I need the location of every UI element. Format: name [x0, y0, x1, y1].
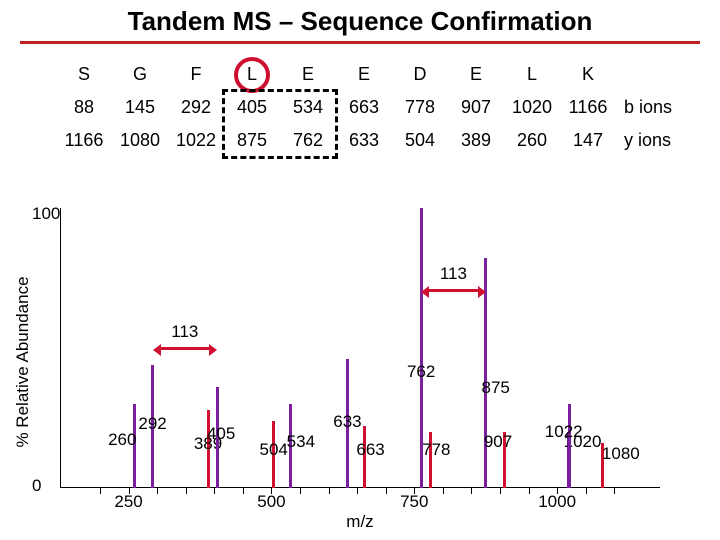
y-ion-cell: 504	[392, 124, 448, 157]
peak	[568, 404, 571, 488]
seq-cell: L	[504, 58, 560, 91]
peak-label: 762	[407, 362, 435, 382]
ion-table: SGFLEEDELK881452924055346637789071020116…	[56, 58, 720, 157]
y-ion-cell: 1166	[56, 124, 112, 157]
seq-cell: E	[280, 58, 336, 91]
x-tick-label: 500	[257, 492, 285, 512]
peak-label: 1022	[545, 422, 583, 442]
peak-label: 907	[484, 432, 512, 452]
peak-label: 778	[422, 440, 450, 460]
title-underline	[20, 41, 700, 44]
b-ion-cell: 778	[392, 91, 448, 124]
y-ion-cell: 633	[336, 124, 392, 157]
spectrum-chart: % Relative Abundance 100 0 2602923894055…	[0, 208, 720, 528]
x-tick-label: 1000	[538, 492, 576, 512]
highlight-box	[222, 89, 338, 159]
seq-cell: S	[56, 58, 112, 91]
y-ion-cell: 389	[448, 124, 504, 157]
row-label: y ions	[616, 124, 678, 157]
seq-cell: E	[336, 58, 392, 91]
seq-cell: F	[168, 58, 224, 91]
b-ion-cell: 292	[168, 91, 224, 124]
ytick-0: 0	[32, 476, 41, 496]
row-label: b ions	[616, 91, 678, 124]
b-ion-cell: 1166	[560, 91, 616, 124]
mass-diff-label: 113	[440, 264, 467, 284]
y-ion-cell: 147	[560, 124, 616, 157]
peak-label: 663	[356, 440, 384, 460]
peak-label: 405	[207, 424, 235, 444]
peak-label: 1080	[602, 444, 640, 464]
mass-diff-label: 113	[171, 322, 198, 342]
y-ion-cell: 260	[504, 124, 560, 157]
seq-cell: G	[112, 58, 168, 91]
b-ion-cell: 145	[112, 91, 168, 124]
b-ion-cell: 663	[336, 91, 392, 124]
seq-cell: D	[392, 58, 448, 91]
peak-label: 633	[333, 412, 361, 432]
peak-label: 292	[138, 414, 166, 434]
y-axis-label: % Relative Abundance	[13, 267, 33, 457]
seq-cell: K	[560, 58, 616, 91]
row-label	[616, 58, 678, 91]
highlight-circle	[234, 57, 270, 93]
y-ion-cell: 1022	[168, 124, 224, 157]
seq-cell: E	[448, 58, 504, 91]
peak-label: 534	[287, 432, 315, 452]
x-tick-label: 250	[114, 492, 142, 512]
y-ion-cell: 1080	[112, 124, 168, 157]
peak-label: 875	[482, 378, 510, 398]
y-axis	[60, 208, 61, 488]
ytick-100: 100	[32, 204, 60, 224]
b-ion-cell: 907	[448, 91, 504, 124]
peak-label: 504	[260, 440, 288, 460]
peak-label: 260	[108, 430, 136, 450]
x-axis-label: m/z	[60, 512, 660, 532]
b-ion-cell: 88	[56, 91, 112, 124]
page-title: Tandem MS – Sequence Confirmation	[0, 0, 720, 37]
plot-area: 2602923894055045346336637627788759071020…	[60, 208, 660, 488]
b-ion-cell: 1020	[504, 91, 560, 124]
x-tick-label: 750	[400, 492, 428, 512]
